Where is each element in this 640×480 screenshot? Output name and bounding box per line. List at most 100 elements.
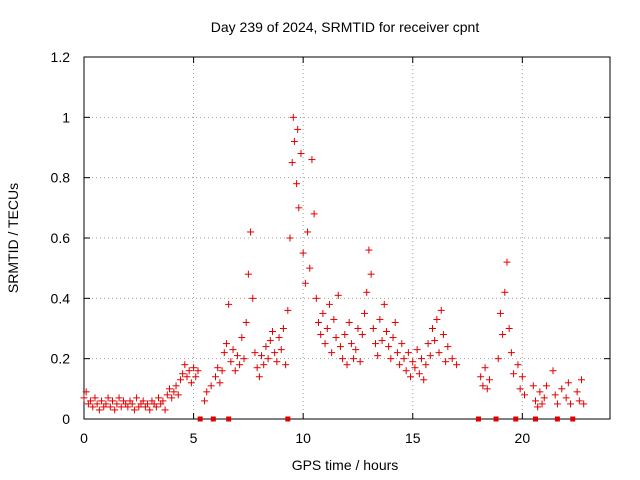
data-point bbox=[236, 361, 244, 369]
data-point bbox=[161, 406, 169, 414]
data-point bbox=[115, 394, 123, 402]
data-point bbox=[266, 337, 274, 345]
data-point bbox=[229, 346, 237, 354]
data-point bbox=[194, 367, 202, 375]
data-point bbox=[551, 391, 559, 399]
data-point bbox=[294, 125, 302, 133]
data-point bbox=[299, 249, 307, 257]
data-point bbox=[102, 400, 110, 408]
data-point bbox=[341, 331, 349, 339]
data-point bbox=[514, 361, 522, 369]
data-point bbox=[538, 400, 546, 408]
data-points bbox=[80, 113, 588, 422]
data-point bbox=[325, 300, 333, 308]
data-point bbox=[319, 309, 327, 317]
data-point bbox=[251, 349, 259, 357]
data-point bbox=[310, 210, 318, 218]
data-point bbox=[347, 340, 355, 348]
data-point bbox=[567, 400, 575, 408]
data-point bbox=[343, 361, 351, 369]
data-point bbox=[271, 349, 279, 357]
data-point bbox=[159, 397, 167, 405]
data-point bbox=[422, 361, 430, 369]
data-point bbox=[113, 400, 121, 408]
data-point bbox=[238, 334, 246, 342]
data-point bbox=[553, 400, 561, 408]
data-point bbox=[95, 406, 103, 414]
data-point bbox=[356, 358, 364, 366]
data-point bbox=[227, 358, 235, 366]
data-point bbox=[369, 325, 377, 332]
data-point bbox=[225, 300, 233, 308]
data-point bbox=[435, 349, 443, 357]
data-point bbox=[371, 340, 379, 348]
data-point bbox=[301, 279, 309, 287]
data-point bbox=[80, 394, 88, 402]
data-point bbox=[290, 137, 298, 145]
data-point bbox=[391, 318, 399, 326]
data-point bbox=[536, 388, 544, 396]
data-point bbox=[297, 150, 305, 158]
data-point bbox=[330, 315, 338, 323]
data-point bbox=[501, 288, 509, 296]
y-tick-label: 0.6 bbox=[51, 230, 71, 246]
data-point bbox=[179, 370, 187, 378]
x-tick-label: 10 bbox=[295, 430, 311, 446]
data-point bbox=[312, 294, 320, 302]
data-point bbox=[187, 379, 195, 387]
baseline-marker bbox=[476, 416, 481, 422]
data-point bbox=[336, 343, 344, 351]
data-point bbox=[389, 334, 397, 342]
data-point bbox=[98, 397, 106, 405]
data-point bbox=[354, 325, 362, 332]
data-point bbox=[481, 364, 489, 372]
data-point bbox=[365, 246, 373, 254]
y-tick-label: 0 bbox=[62, 411, 70, 427]
data-point bbox=[345, 318, 353, 326]
data-point bbox=[82, 388, 90, 396]
data-point bbox=[507, 349, 515, 357]
data-point bbox=[89, 403, 97, 411]
data-point bbox=[363, 288, 371, 296]
data-point bbox=[207, 382, 215, 390]
data-point bbox=[433, 315, 441, 323]
data-point bbox=[534, 403, 542, 411]
data-point bbox=[130, 406, 138, 414]
data-point bbox=[240, 355, 248, 363]
data-point bbox=[361, 309, 369, 317]
baseline-marker bbox=[513, 416, 519, 422]
x-tick-label: 20 bbox=[515, 430, 531, 446]
data-point bbox=[190, 364, 198, 372]
y-tick-label: 0.4 bbox=[51, 290, 71, 306]
data-point bbox=[201, 397, 209, 405]
data-point bbox=[192, 373, 200, 381]
data-point bbox=[352, 346, 360, 354]
data-point bbox=[404, 349, 412, 357]
data-point bbox=[117, 403, 125, 411]
data-point bbox=[339, 355, 347, 363]
grid bbox=[84, 57, 610, 419]
baseline-marker bbox=[226, 416, 232, 422]
data-point bbox=[516, 385, 524, 393]
baseline-marker bbox=[210, 416, 216, 422]
data-point bbox=[374, 352, 382, 360]
data-point bbox=[144, 400, 152, 408]
data-point bbox=[439, 331, 447, 339]
data-point bbox=[288, 159, 296, 167]
data-point bbox=[387, 355, 395, 363]
data-point bbox=[93, 400, 101, 408]
data-point bbox=[426, 352, 434, 360]
data-point bbox=[453, 361, 461, 369]
data-point bbox=[396, 361, 404, 369]
data-point bbox=[284, 306, 292, 314]
data-point bbox=[277, 346, 285, 354]
data-point bbox=[376, 315, 384, 323]
data-point bbox=[378, 337, 386, 345]
data-point bbox=[334, 291, 342, 299]
data-point bbox=[367, 270, 375, 278]
data-point bbox=[308, 156, 316, 164]
data-point bbox=[293, 180, 301, 188]
data-point bbox=[317, 331, 325, 339]
data-point bbox=[415, 370, 423, 378]
data-point bbox=[332, 334, 340, 342]
